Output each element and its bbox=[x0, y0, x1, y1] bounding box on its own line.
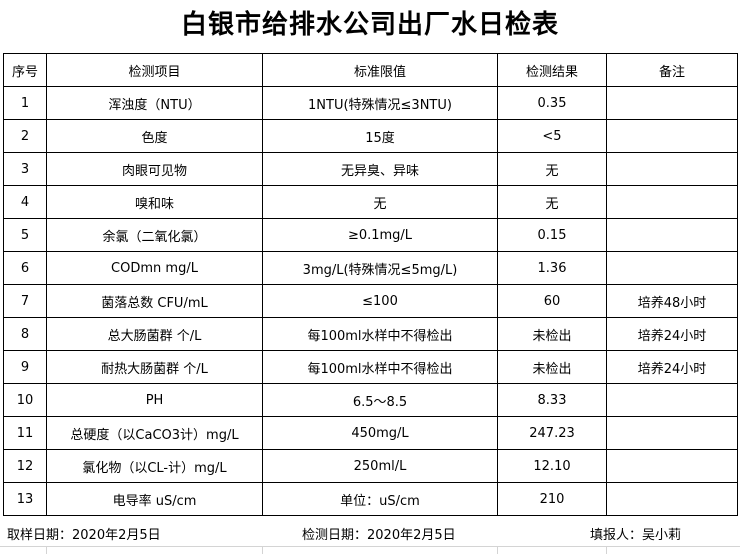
test-item-cell: 电导率 uS/cm bbox=[46, 482, 263, 516]
test-item-cell: 浑浊度（NTU） bbox=[46, 86, 263, 120]
remark-cell bbox=[606, 383, 738, 417]
row-number-cell: 5 bbox=[3, 218, 47, 252]
row-number-cell: 8 bbox=[3, 317, 47, 351]
standard-limit-cell: 250ml/L bbox=[262, 449, 498, 483]
table-row: 2 色度 15度 <5 bbox=[3, 119, 738, 153]
header-cell: 检测结果 bbox=[497, 53, 607, 87]
test-result-cell: 1.36 bbox=[497, 251, 607, 285]
test-result-cell: 无 bbox=[497, 152, 607, 186]
test-result-cell: 210 bbox=[497, 482, 607, 516]
remark-cell: 培养24小时 bbox=[606, 317, 738, 351]
test-item-cell: 耐热大肠菌群 个/L bbox=[46, 350, 263, 384]
standard-limit-cell: 无 bbox=[262, 185, 498, 219]
remark-cell bbox=[606, 416, 738, 450]
row-number-cell: 3 bbox=[3, 152, 47, 186]
remark-cell: 培养48小时 bbox=[606, 284, 738, 318]
test-result-cell: 8.33 bbox=[497, 383, 607, 417]
table-row: 6 CODmn mg/L 3mg/L(特殊情况≤5mg/L) 1.36 bbox=[3, 251, 738, 285]
footer: 取样日期：2020年2月5日 检测日期：2020年2月5日 填报人：吴小莉 bbox=[0, 518, 740, 546]
row-number-cell: 6 bbox=[3, 251, 47, 285]
test-result-cell: 未检出 bbox=[497, 350, 607, 384]
table-row: 5 余氯（二氧化氯） ≥0.1mg/L 0.15 bbox=[3, 218, 738, 252]
header-cell: 序号 bbox=[3, 53, 47, 87]
standard-limit-cell: 3mg/L(特殊情况≤5mg/L) bbox=[262, 251, 498, 285]
test-item-cell: 肉眼可见物 bbox=[46, 152, 263, 186]
table-row: 4 嗅和味无无 bbox=[3, 185, 738, 219]
test-result-cell: 60 bbox=[497, 284, 607, 318]
table-row: 8 总大肠菌群 个/L 每100ml水样中不得检出 未检出 培养24小时 bbox=[3, 317, 738, 351]
remark-cell bbox=[606, 185, 738, 219]
test-item-cell: 氯化物（以CL-计）mg/L bbox=[46, 449, 263, 483]
test-result-cell: 无 bbox=[497, 185, 607, 219]
header-cell: 检测项目 bbox=[46, 53, 263, 87]
row-number-cell: 11 bbox=[3, 416, 47, 450]
test-item-cell: 嗅和味 bbox=[46, 185, 263, 219]
remark-cell: 培养24小时 bbox=[606, 350, 738, 384]
table-row: 7 菌落总数 CFU/mL ≤100 60 培养48小时 bbox=[3, 284, 738, 318]
test-result-cell: 未检出 bbox=[497, 317, 607, 351]
header-row: 序号 检测项目 标准限值 检测结果 备注 bbox=[3, 53, 738, 87]
test-result-cell: 12.10 bbox=[497, 449, 607, 483]
standard-limit-cell: 单位：uS/cm bbox=[262, 482, 498, 516]
reporter: 填报人：吴小莉 bbox=[590, 528, 682, 543]
table-row: 12 氯化物（以CL-计）mg/L 250ml/L 12.10 bbox=[3, 449, 738, 483]
sampling-date: 取样日期：2020年2月5日 bbox=[7, 528, 161, 543]
test-result-cell: 0.15 bbox=[497, 218, 607, 252]
row-number-cell: 9 bbox=[3, 350, 47, 384]
table-row: 9 耐热大肠菌群 个/L 每100ml水样中不得检出 未检出 培养24小时 bbox=[3, 350, 738, 384]
remark-cell bbox=[606, 119, 738, 153]
standard-limit-cell: ≤100 bbox=[262, 284, 498, 318]
standard-limit-cell: 450mg/L bbox=[262, 416, 498, 450]
row-number-cell: 10 bbox=[3, 383, 47, 417]
remark-cell bbox=[606, 251, 738, 285]
test-item-cell: CODmn mg/L bbox=[46, 251, 263, 285]
table-row: 11 总硬度（以CaCO3计）mg/L 450mg/L 247.23 bbox=[3, 416, 738, 450]
row-number-cell: 7 bbox=[3, 284, 47, 318]
test-result-cell: 0.35 bbox=[497, 86, 607, 120]
table-row: 10 PH 6.5～8.5 8.33 bbox=[3, 383, 738, 417]
row-number-cell: 12 bbox=[3, 449, 47, 483]
test-date: 检测日期：2020年2月5日 bbox=[302, 528, 456, 543]
inspection-table: 序号 检测项目 标准限值 检测结果 备注 1 浑浊度（NTU） 1NTU(特殊情况≤… bbox=[3, 53, 738, 516]
test-item-cell: 余氯（二氧化氯） bbox=[46, 218, 263, 252]
test-item-cell: PH bbox=[46, 383, 263, 417]
row-number-cell: 4 bbox=[3, 185, 47, 219]
remark-cell bbox=[606, 218, 738, 252]
header-cell: 标准限值 bbox=[262, 53, 498, 87]
test-item-cell: 总大肠菌群 个/L bbox=[46, 317, 263, 351]
remark-cell bbox=[606, 152, 738, 186]
row-number-cell: 13 bbox=[3, 482, 47, 516]
test-result-cell: 247.23 bbox=[497, 416, 607, 450]
row-number-cell: 2 bbox=[3, 119, 47, 153]
row-number-cell: 1 bbox=[3, 86, 47, 120]
remark-cell bbox=[606, 86, 738, 120]
standard-limit-cell: 1NTU(特殊情况≤3NTU) bbox=[262, 86, 498, 120]
standard-limit-cell: 每100ml水样中不得检出 bbox=[262, 350, 498, 384]
standard-limit-cell: ≥0.1mg/L bbox=[262, 218, 498, 252]
sheet-gridlines bbox=[0, 546, 740, 554]
standard-limit-cell: 每100ml水样中不得检出 bbox=[262, 317, 498, 351]
remark-cell bbox=[606, 449, 738, 483]
test-item-cell: 菌落总数 CFU/mL bbox=[46, 284, 263, 318]
standard-limit-cell: 无异臭、异味 bbox=[262, 152, 498, 186]
header-cell: 备注 bbox=[606, 53, 738, 87]
test-item-cell: 色度 bbox=[46, 119, 263, 153]
test-item-cell: 总硬度（以CaCO3计）mg/L bbox=[46, 416, 263, 450]
standard-limit-cell: 15度 bbox=[262, 119, 498, 153]
page-title: 白银市给排水公司出厂水日检表 bbox=[180, 10, 559, 40]
table-row: 13 电导率 uS/cm 单位：uS/cm 210 bbox=[3, 482, 738, 516]
table-row: 1 浑浊度（NTU） 1NTU(特殊情况≤3NTU) 0.35 bbox=[3, 86, 738, 120]
test-result-cell: <5 bbox=[497, 119, 607, 153]
standard-limit-cell: 6.5～8.5 bbox=[262, 383, 498, 417]
remark-cell bbox=[606, 482, 738, 516]
table-row: 3 肉眼可见物 无异臭、异味无 bbox=[3, 152, 738, 186]
